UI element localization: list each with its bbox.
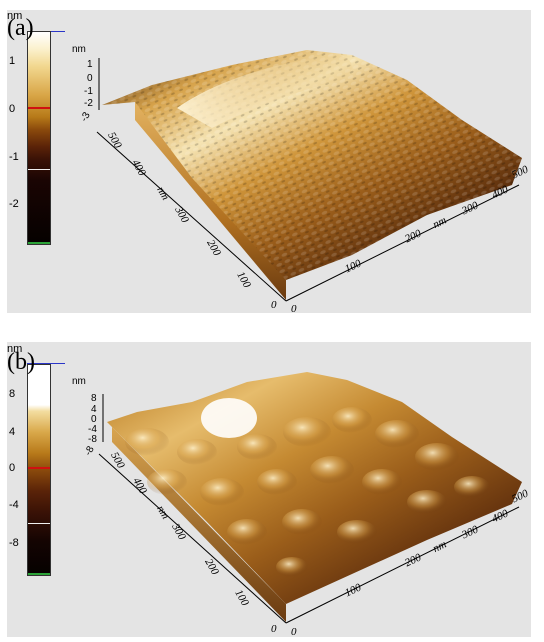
- afm-panel-a: (a) nm 1 0 -1 -2: [7, 10, 531, 313]
- surface-ridge-highlight: [177, 55, 352, 128]
- y-axis-tick: 300: [172, 204, 191, 226]
- origin-label: 0: [291, 626, 297, 637]
- x-axis-tick: 200: [403, 227, 423, 245]
- z-axis-tick: 0: [91, 414, 97, 425]
- color-scale-divider: [28, 169, 50, 170]
- y-axis-tick: 200: [202, 557, 221, 578]
- y-axis-tick: 100: [232, 588, 251, 609]
- y-axis-end-label: 500: [105, 130, 124, 151]
- z-axis-tick: -4: [88, 424, 97, 435]
- surface-grains: [125, 398, 490, 577]
- y-axis-tick: 400: [130, 476, 149, 497]
- color-scale-unit: nm: [7, 10, 23, 22]
- color-scale-bar: [27, 364, 51, 576]
- z-axis-tick: 0: [87, 73, 93, 84]
- x-axis-tick: 100: [343, 581, 363, 599]
- color-scale-tick: 4: [9, 426, 16, 438]
- color-scale-zero-marker: [28, 467, 50, 469]
- color-scale-tick: 0: [9, 103, 16, 115]
- panel-label: (b): [7, 349, 35, 375]
- color-scale-tick: -8: [9, 537, 19, 549]
- color-scale-tick: -2: [9, 198, 19, 210]
- x-axis-tick: 200: [403, 551, 423, 569]
- origin-label: 0: [271, 623, 277, 635]
- y-axis-tick: 300: [169, 521, 188, 543]
- z-axis-tick: -2: [84, 98, 93, 109]
- x-axis-unit: nm: [431, 214, 448, 231]
- y-axis-line: [96, 131, 287, 302]
- x-axis-unit: nm: [431, 538, 448, 555]
- origin-label: 0: [271, 299, 277, 311]
- z-axis-unit: nm: [72, 44, 86, 55]
- y-axis-unit: nm: [154, 504, 171, 522]
- panel-label: (a): [7, 15, 34, 41]
- y-axis-tick: 100: [234, 270, 253, 291]
- afm-panel-b: (b) nm 8 4 0 -4 -8: [7, 342, 531, 637]
- afm-surface-plot: nm 1 0 -1 -2 -3 500 400 nm 300 200 100 0…: [72, 44, 531, 313]
- z-axis-tick: -1: [84, 86, 93, 97]
- y-axis-tick: 200: [204, 238, 223, 259]
- color-scale-top-line: [27, 363, 65, 364]
- origin-label: 0: [291, 303, 297, 313]
- afm-surface-plot: nm 8 4 0 -4 -8 -8 500 400 nm 300 200 100…: [72, 372, 531, 637]
- z-axis-tick: -8: [88, 434, 97, 445]
- color-scale-bottom-marker: [28, 242, 50, 244]
- z-axis-unit: nm: [72, 376, 86, 387]
- color-scale-bottom-marker: [28, 573, 50, 575]
- z-axis-tick: 8: [91, 393, 97, 404]
- z-axis-tick: 4: [91, 404, 97, 415]
- color-scale-tick: -4: [9, 499, 19, 511]
- y-axis-line: [98, 453, 287, 624]
- color-scale-divider: [28, 523, 50, 524]
- x-axis-line: [285, 506, 520, 624]
- color-scale-zero-marker: [28, 107, 50, 109]
- color-scale-tick: 0: [9, 462, 16, 474]
- color-scale-unit: nm: [7, 343, 23, 355]
- color-scale-tick: 1: [9, 55, 16, 67]
- x-axis-line: [285, 184, 520, 302]
- x-axis-tick: 100: [343, 257, 363, 275]
- z-axis-corner-label: -8: [83, 444, 97, 458]
- z-axis-tick: 1: [87, 59, 93, 70]
- y-axis-unit: nm: [154, 185, 171, 203]
- color-scale-tick: -1: [9, 151, 19, 163]
- x-axis-tick: 300: [459, 523, 480, 541]
- color-scale-tick: 8: [9, 388, 16, 400]
- z-axis-corner-label: -3: [79, 110, 93, 124]
- color-scale-bar: [27, 31, 51, 245]
